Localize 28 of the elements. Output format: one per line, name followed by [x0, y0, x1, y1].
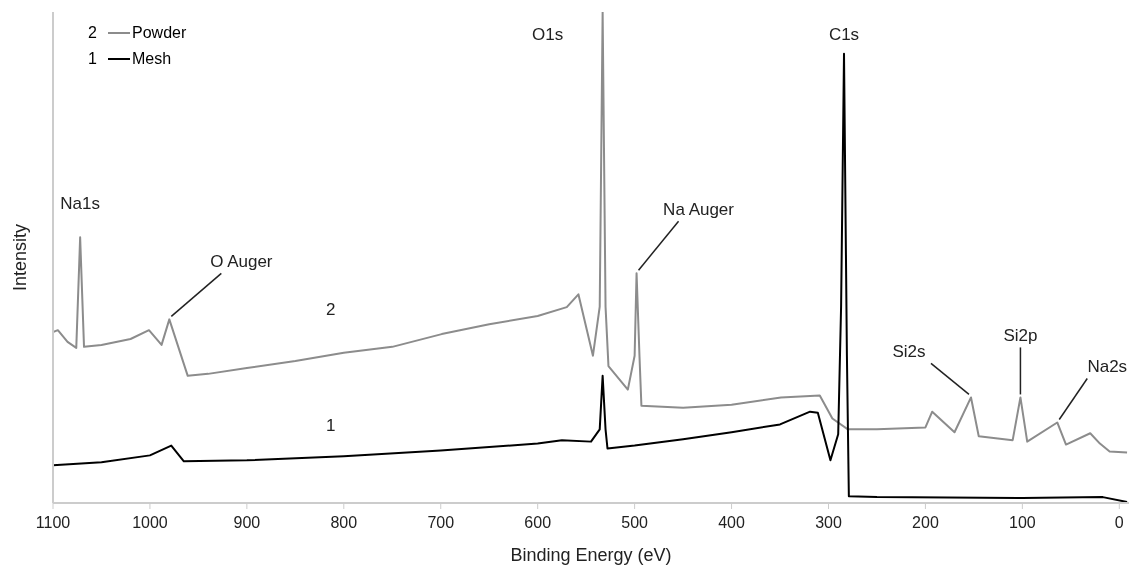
annotation: C1s [828, 24, 860, 44]
x-axis-title: Binding Energy (eV) [510, 545, 672, 565]
x-tick-label: 800 [330, 514, 358, 532]
text: 1 [326, 416, 336, 435]
x-tick-label: 1100 [35, 514, 71, 532]
x-tick-label: 300 [815, 514, 842, 532]
annotation: 1 [88, 49, 98, 69]
x-tick-label: 700 [427, 514, 455, 532]
annotation: Si2s [892, 342, 926, 362]
annotation: Si2p [1003, 326, 1038, 346]
annotation: Na1s [60, 194, 100, 214]
annotation: O Auger [210, 252, 273, 272]
x-tick-label: 200 [912, 514, 939, 532]
annotation: Na2s [1087, 357, 1128, 377]
x-tick-label: 0 [1114, 514, 1124, 532]
x-tick-label: 100 [1009, 514, 1036, 532]
x-tick-label: 600 [524, 514, 552, 532]
y-axis-title: Intensity [10, 223, 31, 292]
x-tick-label: 500 [621, 514, 649, 532]
legend-label: Mesh [132, 49, 172, 69]
annotation: 2 [88, 23, 98, 43]
text: 2 [326, 300, 336, 319]
annotation: Na Auger [663, 200, 735, 220]
x-tick-label: 900 [233, 514, 261, 532]
legend-label: Powder [132, 23, 187, 43]
annotation: O1s [532, 25, 564, 44]
x-tick-label: 400 [718, 514, 745, 532]
x-tick-label: 1000 [132, 514, 168, 532]
